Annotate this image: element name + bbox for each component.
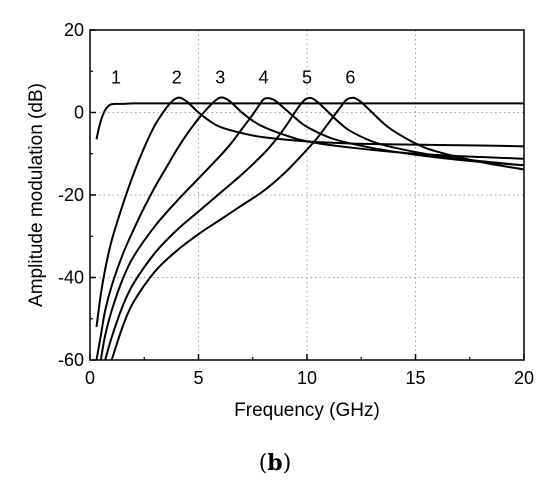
series-line-5 bbox=[104, 96, 524, 360]
panel-label-letter: b bbox=[267, 450, 282, 476]
y-tick-label: 20 bbox=[64, 20, 84, 40]
curve-label-1: 1 bbox=[111, 68, 121, 88]
series-layer bbox=[95, 96, 524, 360]
series-line-1 bbox=[95, 102, 524, 140]
panel-label: (b) bbox=[259, 450, 292, 476]
x-tick-label: 5 bbox=[193, 368, 203, 388]
x-axis-title: Frequency (GHz) bbox=[234, 400, 380, 421]
series-line-3 bbox=[95, 96, 524, 360]
curve-label-6: 6 bbox=[345, 68, 355, 88]
curve-label-5: 5 bbox=[302, 68, 312, 88]
curve-label-3: 3 bbox=[215, 68, 225, 88]
y-tick-label: -60 bbox=[58, 350, 84, 370]
curve-label-4: 4 bbox=[259, 68, 269, 88]
x-tick-label: 0 bbox=[85, 368, 95, 388]
x-tick-label: 20 bbox=[514, 368, 534, 388]
series-line-6 bbox=[110, 96, 524, 360]
curve-label-2: 2 bbox=[172, 68, 182, 88]
series-line-2 bbox=[95, 96, 524, 328]
y-tick-label: -40 bbox=[58, 268, 84, 288]
panel-label-close: ) bbox=[283, 451, 292, 476]
series-line-4 bbox=[99, 97, 524, 360]
x-tick-label: 15 bbox=[405, 368, 425, 388]
x-tick-label: 10 bbox=[297, 368, 317, 388]
curve-label-layer: 1 2 3 4 5 6 bbox=[111, 68, 355, 88]
panel-label-open: ( bbox=[259, 451, 268, 476]
y-tick-label: 0 bbox=[74, 103, 84, 123]
y-tick-label: -20 bbox=[58, 185, 84, 205]
y-axis-title: Amplitude modulation (dB) bbox=[26, 83, 47, 307]
